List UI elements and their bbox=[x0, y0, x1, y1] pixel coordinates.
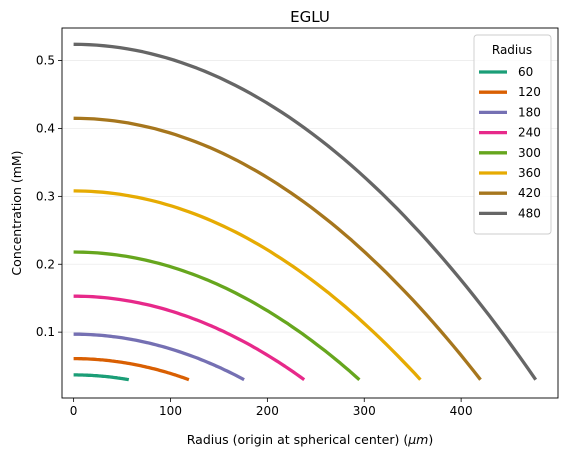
x-axis-title-main: Radius (origin at spherical center) ( bbox=[187, 432, 408, 447]
y-tick-label: 0.2 bbox=[36, 257, 55, 271]
y-tick-label: 0.3 bbox=[36, 189, 55, 203]
legend-box bbox=[473, 34, 552, 235]
y-tick-label: 0.1 bbox=[36, 325, 55, 339]
legend-label-360: 360 bbox=[518, 166, 541, 180]
y-tick-label: 0.4 bbox=[36, 121, 55, 135]
series-line-180 bbox=[73, 332, 245, 382]
series-line-240 bbox=[73, 294, 306, 382]
x-tick-label: 300 bbox=[353, 404, 376, 418]
legend-label-180: 180 bbox=[518, 105, 541, 119]
series-line-420 bbox=[73, 116, 482, 381]
series-line-60 bbox=[72, 373, 130, 382]
x-axis-title-close: ) bbox=[428, 432, 433, 447]
legend-title: Radius bbox=[492, 43, 532, 57]
x-axis: 0 100 200 300 400 bbox=[70, 398, 473, 418]
legend-label-60: 60 bbox=[518, 65, 533, 79]
series-line-480 bbox=[73, 42, 538, 381]
series-line-300 bbox=[73, 250, 361, 381]
series-lines bbox=[72, 42, 538, 382]
x-axis-title: Radius (origin at spherical center) (μm) bbox=[187, 432, 434, 447]
x-tick-label: 200 bbox=[256, 404, 279, 418]
chart-title: EGLU bbox=[290, 8, 330, 26]
x-tick-label: 0 bbox=[70, 404, 78, 418]
x-axis-title-unit: μm bbox=[407, 432, 428, 447]
y-axis-title: Concentration (mM) bbox=[9, 150, 24, 275]
series-line-120 bbox=[73, 356, 190, 382]
legend: Radius 60 120 180 240 300 360 420 480 bbox=[473, 34, 552, 235]
legend-label-120: 120 bbox=[518, 85, 541, 99]
series-line-360 bbox=[73, 189, 422, 381]
legend-label-480: 480 bbox=[518, 206, 541, 220]
plot-frame bbox=[61, 27, 559, 399]
y-tick-label: 0.5 bbox=[36, 54, 55, 68]
x-tick-label: 100 bbox=[159, 404, 182, 418]
legend-label-240: 240 bbox=[518, 126, 541, 140]
legend-label-300: 300 bbox=[518, 146, 541, 160]
legend-label-420: 420 bbox=[518, 186, 541, 200]
x-tick-label: 400 bbox=[450, 404, 473, 418]
y-axis: 0.1 0.2 0.3 0.4 0.5 bbox=[36, 54, 62, 339]
